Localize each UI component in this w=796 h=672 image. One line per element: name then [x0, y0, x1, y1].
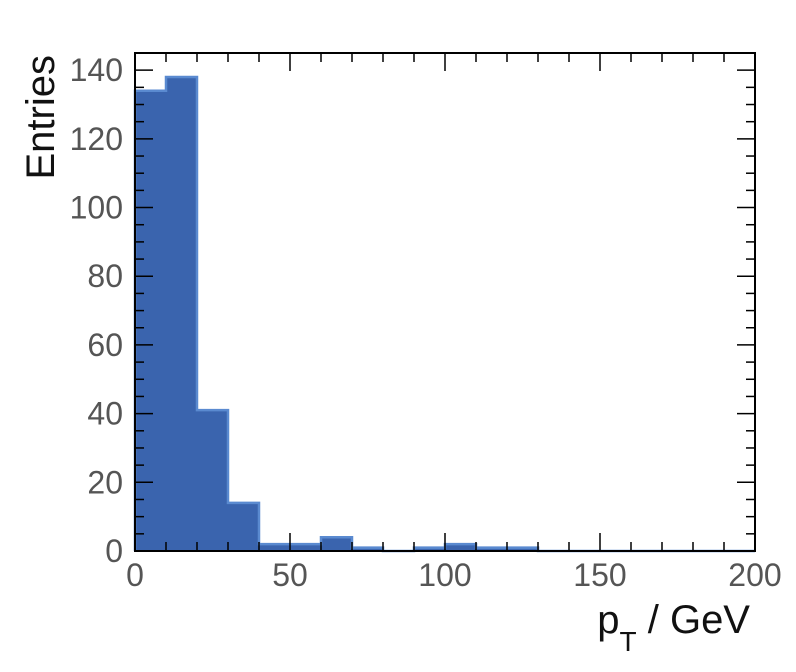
- y-tick-label: 40: [87, 396, 123, 432]
- histogram-bin: [166, 77, 197, 551]
- histogram-bin: [228, 502, 259, 551]
- x-tick-label: 200: [728, 557, 781, 593]
- histogram-bin: [352, 547, 383, 551]
- x-tick-label: 50: [272, 557, 308, 593]
- histogram-bin: [476, 547, 507, 551]
- y-tick-label: 80: [87, 258, 123, 294]
- histogram-outline: [133, 75, 755, 553]
- x-axis-title: pT / GeV: [597, 598, 750, 657]
- x-axis-title-unit: / GeV: [637, 598, 751, 642]
- histogram-bars: [133, 75, 755, 553]
- x-axis-title-subscript: T: [620, 626, 637, 657]
- histogram-bin: [197, 410, 228, 551]
- y-axis-title: Entries: [19, 55, 63, 180]
- histogram-bin: [321, 537, 352, 551]
- y-tick-label: 120: [70, 121, 123, 157]
- axis-tick-labels: 0 50 100 150 200 0 20 40 60 80 100 120 140: [70, 52, 782, 593]
- x-tick-label: 0: [126, 557, 144, 593]
- histogram-bin: [414, 547, 445, 551]
- y-tick-label: 140: [70, 52, 123, 88]
- y-tick-label: 100: [70, 190, 123, 226]
- y-tick-label: 60: [87, 327, 123, 363]
- x-tick-label: 150: [573, 557, 626, 593]
- histogram-bin: [507, 547, 538, 551]
- axis-ticks: [134, 52, 756, 552]
- y-tick-label: 20: [87, 464, 123, 500]
- x-tick-label: 100: [418, 557, 471, 593]
- histogram-bin: [290, 544, 321, 551]
- histogram-bin: [259, 544, 290, 551]
- histogram-bin: [445, 544, 476, 551]
- y-tick-label: 0: [105, 533, 123, 569]
- x-axis-title-main: p: [597, 598, 619, 642]
- histogram-bin: [135, 90, 166, 552]
